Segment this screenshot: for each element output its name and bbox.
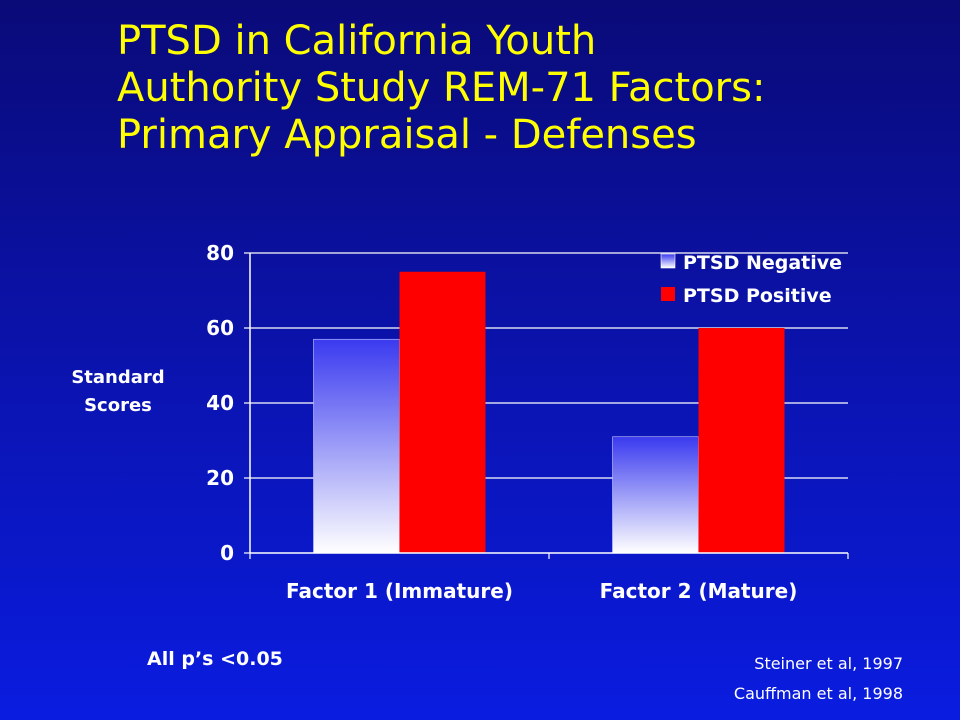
axes: 0 20 40 60 80 Factor 1 (Immature) Factor 2 (Ma…	[206, 241, 849, 603]
x-category-label-2: Factor 2 (Mature)	[600, 579, 798, 603]
title-line-1: PTSD in California Youth	[117, 18, 597, 64]
y-tick-label-4: 80	[206, 241, 234, 265]
y-axis-label-line-2: Scores	[84, 395, 152, 416]
significance-note: All p’s <0.05	[147, 648, 283, 670]
title-line-2: Authority Study REM-71 Factors:	[117, 65, 766, 111]
legend-label-1: PTSD Negative	[683, 252, 842, 274]
citation-2: Cauffman et al, 1998	[733, 684, 903, 703]
legend-swatch-2	[661, 287, 675, 301]
title-line-3: Primary Appraisal - Defenses	[117, 112, 697, 158]
y-tick-label-2: 40	[206, 391, 234, 415]
legend-label-2: PTSD Positive	[683, 285, 832, 307]
y-tick-label-0: 0	[220, 541, 234, 565]
citation-1: Steiner et al, 1997	[754, 654, 903, 673]
y-axis-label-line-1: Standard	[71, 367, 165, 388]
bar-ptsd-negative-2	[612, 436, 699, 554]
bar-ptsd-negative-1	[313, 338, 400, 554]
y-tick-label-1: 20	[206, 466, 234, 490]
y-tick-label-3: 60	[206, 316, 234, 340]
bar-ptsd-positive-1	[399, 271, 486, 553]
legend-swatch-1	[660, 253, 676, 269]
slide-title: PTSD in California Youth Authority Study…	[117, 18, 937, 159]
bars	[313, 271, 785, 554]
y-axis-label: Standard Scores	[58, 364, 178, 420]
bar-ptsd-positive-2	[698, 328, 785, 553]
legend: PTSD Negative PTSD Positive	[660, 252, 842, 307]
x-category-label-1: Factor 1 (Immature)	[286, 579, 513, 603]
